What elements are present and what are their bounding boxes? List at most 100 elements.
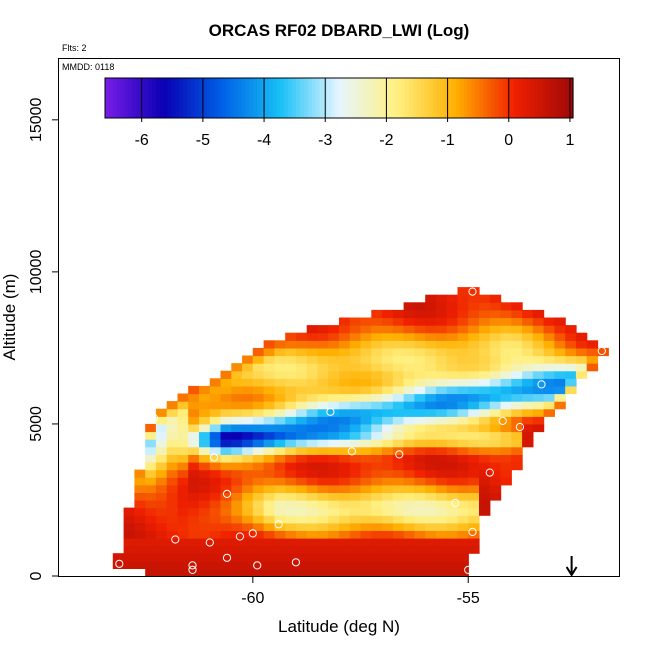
heatmap-cell (468, 462, 480, 471)
heatmap-cell (457, 347, 469, 357)
heatmap-cell (457, 522, 469, 531)
heatmap-cell (188, 469, 200, 478)
heatmap-cell (328, 507, 340, 516)
heatmap-cell (188, 431, 200, 440)
heatmap-cell (231, 477, 243, 486)
colorbar-segment (136, 78, 141, 118)
heatmap-cell (274, 530, 286, 539)
heatmap-cell (274, 363, 286, 372)
heatmap-cell (457, 507, 469, 516)
heatmap-cell (382, 545, 394, 554)
heatmap-cell (177, 492, 189, 501)
heatmap-cell (220, 545, 232, 554)
heatmap-cell (199, 446, 211, 455)
heatmap-cell (295, 545, 308, 554)
heatmap-cell (425, 515, 437, 524)
heatmap-cell (134, 560, 146, 569)
heatmap-cell (188, 530, 200, 539)
heatmap-cell (242, 560, 254, 569)
heatmap-cell (339, 568, 351, 577)
colorbar-segment (155, 78, 161, 118)
heatmap-cell (522, 355, 534, 364)
chart-title: ORCAS RF02 DBARD_LWI (Log) (209, 21, 470, 40)
colorbar-segment (311, 78, 317, 118)
heatmap-cell (511, 431, 523, 440)
heatmap-cell (565, 378, 577, 387)
heatmap-cell (339, 446, 351, 455)
heatmap-cell (371, 454, 383, 463)
heatmap-cell (468, 325, 480, 334)
heatmap-cell (263, 393, 275, 402)
heatmap-cell (414, 454, 426, 463)
heatmap-cell (339, 347, 351, 357)
heatmap-cell (306, 370, 319, 379)
heatmap-cell (435, 545, 448, 554)
heatmap-cell (414, 484, 426, 493)
heatmap-cell (274, 370, 286, 379)
heatmap-cell (252, 439, 265, 448)
heatmap-cell (306, 469, 319, 478)
heatmap-cell (371, 347, 383, 357)
heatmap-cell (349, 492, 362, 501)
heatmap-cell (479, 484, 491, 493)
heatmap-cell (446, 401, 459, 410)
heatmap-cell (403, 568, 415, 577)
heatmap-cell (392, 500, 405, 509)
heatmap-cell (285, 401, 297, 410)
heatmap-cell (252, 393, 265, 402)
heatmap-cell (382, 492, 394, 501)
heatmap-cell (188, 462, 200, 471)
heatmap-cell (328, 370, 340, 379)
colorbar-segment (339, 78, 344, 118)
colorbar-segment (549, 78, 555, 118)
heatmap-cell (263, 568, 275, 577)
heatmap-cell (231, 515, 243, 524)
heatmap-cell (435, 385, 448, 395)
heatmap-cell (382, 446, 394, 455)
heatmap-cell (489, 385, 502, 395)
heatmap-cell (382, 416, 394, 425)
heatmap-cell (403, 309, 415, 319)
heatmap-cell (403, 363, 415, 372)
heatmap-cell (295, 340, 308, 349)
heatmap-cell (220, 522, 232, 531)
heatmap-cell (242, 477, 254, 486)
heatmap-cell (188, 423, 200, 433)
heatmap-cell (145, 545, 157, 554)
heatmap-cell (295, 469, 308, 478)
heatmap-cell (188, 538, 200, 547)
heatmap-cell (479, 363, 491, 372)
heatmap-cell (252, 347, 265, 357)
colorbar-segment (459, 78, 465, 118)
heatmap-cell (199, 462, 211, 471)
heatmap-cell (155, 484, 168, 493)
heatmap-cell (392, 560, 405, 569)
heatmap-cell (543, 401, 555, 410)
heatmap-cell (166, 553, 179, 562)
heatmap-cell (543, 355, 555, 364)
heatmap-cell (349, 317, 362, 326)
heatmap-cell (306, 492, 319, 501)
heatmap-cell (446, 439, 459, 448)
heatmap-cell (479, 309, 491, 319)
flight-track-marker (485, 468, 494, 477)
heatmap-cell (414, 325, 426, 334)
heatmap-cell (188, 568, 200, 577)
heatmap-cell (489, 492, 502, 501)
heatmap-cell (349, 469, 362, 478)
heatmap-cell (317, 370, 329, 379)
heatmap-cell (252, 462, 265, 471)
heatmap-cell (263, 553, 275, 562)
heatmap-cell (242, 416, 254, 425)
heatmap-cell (317, 545, 329, 554)
heatmap-cell (252, 515, 265, 524)
heatmap-cell (339, 325, 351, 334)
heatmap-cell (371, 378, 383, 387)
colorbar: -6 -5 -4 -3 -2 -1 0 1 (101, 76, 577, 149)
heatmap-cell (252, 363, 265, 372)
heatmap-cell (209, 560, 222, 569)
heatmap-cell (425, 477, 437, 486)
heatmap-cell (511, 347, 523, 357)
flight-track-markers (115, 287, 606, 575)
heatmap-cell (457, 287, 469, 296)
